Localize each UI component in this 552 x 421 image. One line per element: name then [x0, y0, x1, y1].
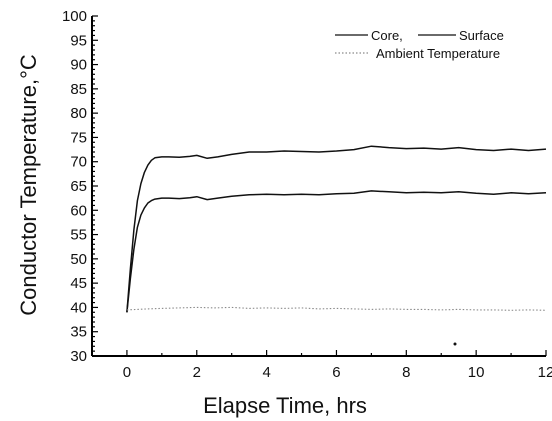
x-tick-label: 10 [468, 364, 485, 381]
plot-marks [126, 145, 547, 313]
x-tick-label: 6 [332, 364, 340, 381]
y-tick-label: 30 [70, 348, 87, 365]
y-tick-label: 50 [70, 251, 87, 268]
y-tick-label: 80 [70, 105, 87, 122]
x-tick-label: 4 [262, 364, 270, 381]
y-tick-label: 65 [70, 178, 87, 195]
y-tick-label: 100 [62, 8, 87, 25]
y-tick-label: 55 [70, 227, 87, 244]
y-tick-label: 90 [70, 57, 87, 74]
y-axis-title: Conductor Temperature,°C [16, 54, 41, 316]
y-tick-label: 60 [70, 202, 87, 219]
y-tick-label: 70 [70, 154, 87, 171]
y-tick-label: 75 [70, 129, 87, 146]
x-axis-title: Elapse Time, hrs [203, 393, 367, 418]
series-line-surface [126, 190, 547, 313]
axes: 30 35 40 45 50 55 60 65 70 75 80 85 90 95 100 0 2 4 6 8 10 12 [62, 8, 552, 381]
y-tick-label: 95 [70, 32, 87, 49]
legend: Core, Surface Ambient Temperature [335, 28, 504, 61]
x-tick-label: 8 [402, 364, 410, 381]
stray-dot [453, 342, 457, 346]
y-tick-label: 40 [70, 299, 87, 316]
x-tick-label: 12 [538, 364, 552, 381]
y-tick-label: 85 [70, 81, 87, 98]
legend-label-core: Core, [371, 28, 403, 43]
series-line-ambient [126, 306, 547, 311]
y-tick-label: 35 [70, 324, 87, 341]
series-line-core [126, 145, 547, 313]
x-tick-label: 2 [193, 364, 201, 381]
legend-label-surface: Surface [459, 28, 504, 43]
y-tick-label: 45 [70, 275, 87, 292]
legend-label-ambient: Ambient Temperature [376, 46, 500, 61]
x-tick-label: 0 [123, 364, 131, 381]
